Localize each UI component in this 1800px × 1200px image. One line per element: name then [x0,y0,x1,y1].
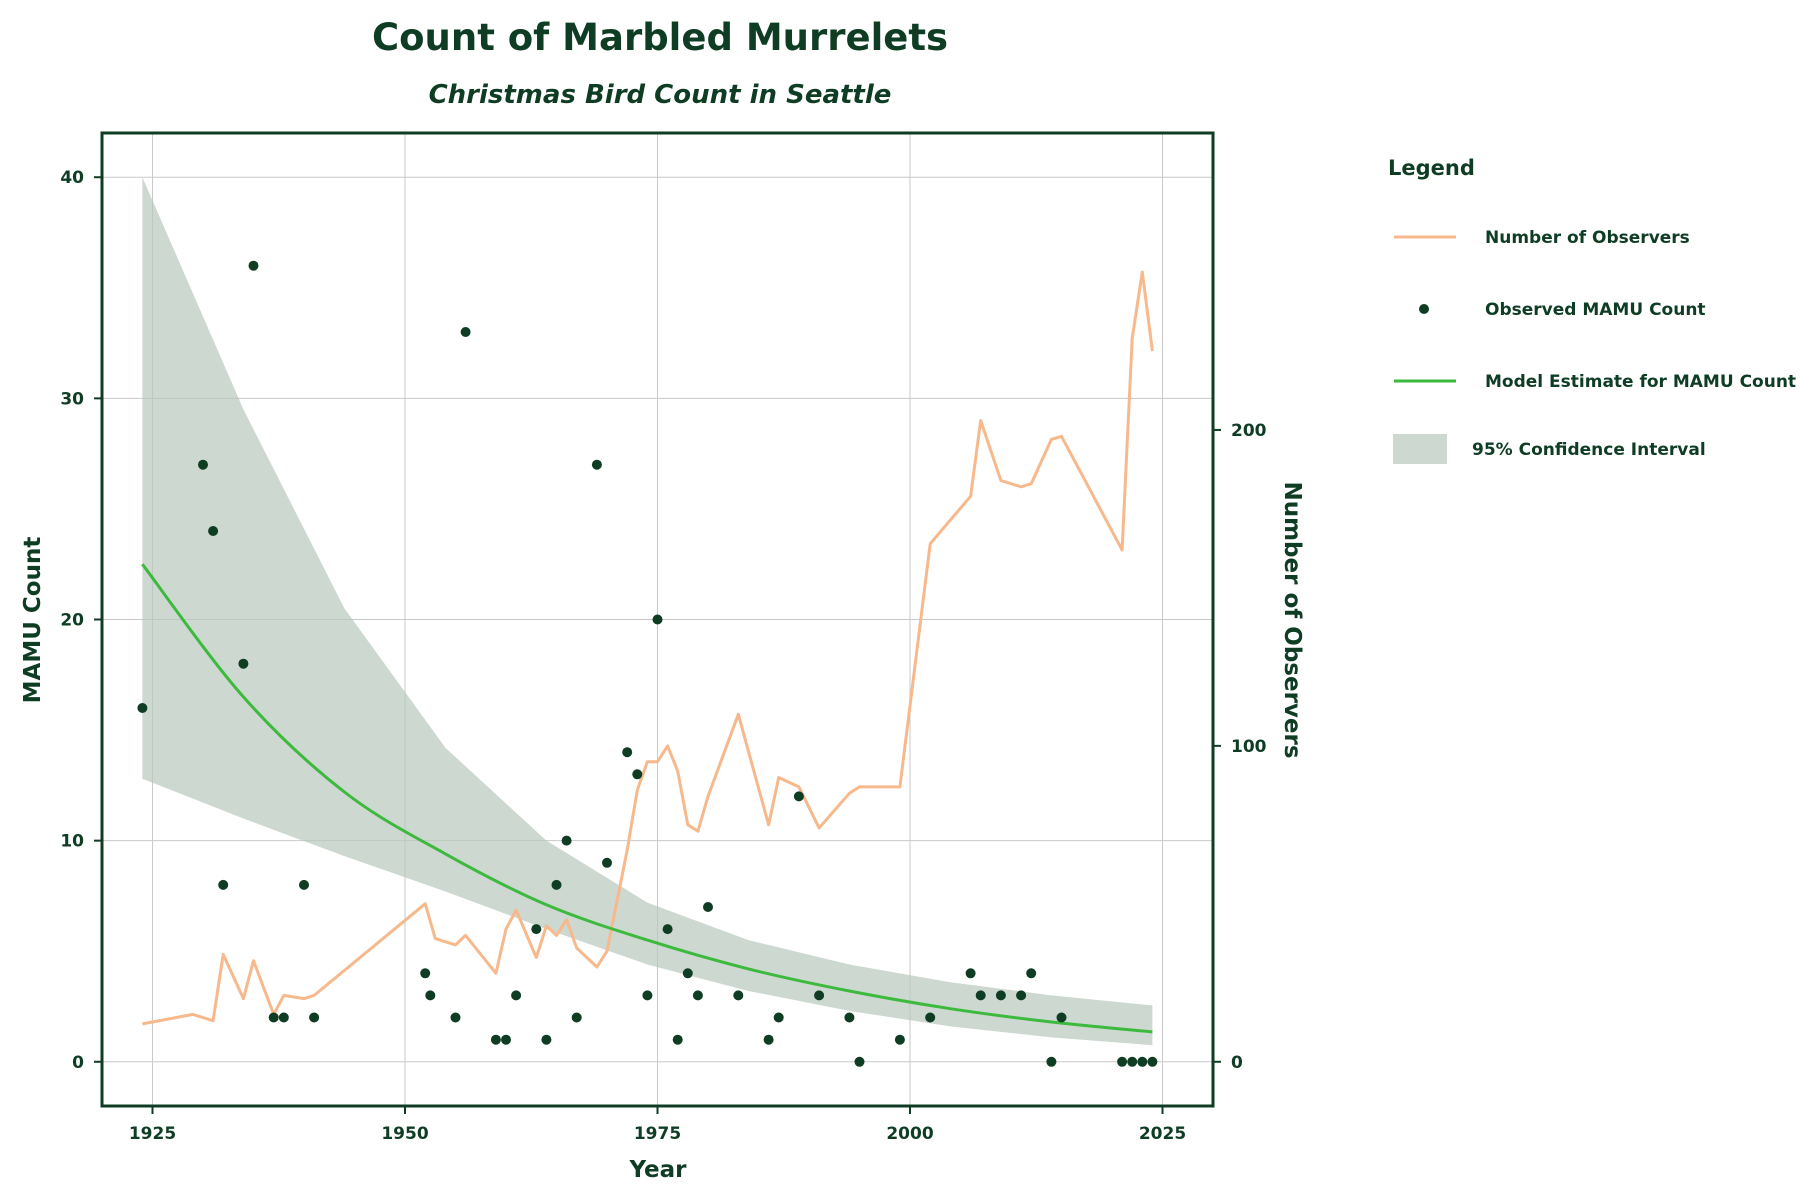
legend-swatch-ci [1393,434,1447,464]
y2-tick-label: 0 [1231,1053,1243,1073]
legend: Legend Number of Observers Observed MAMU… [1388,156,1796,464]
data-point [965,968,976,979]
data-point [925,1012,936,1023]
y-tick-label: 20 [60,611,84,631]
data-point [425,990,436,1001]
y-tick-label: 0 [72,1053,84,1073]
data-point [541,1034,552,1045]
data-point [571,1012,582,1023]
data-point [844,1012,855,1023]
x-axis-ticks: 1925 1950 1975 2000 2025 [129,1106,1186,1144]
data-point [814,990,825,1001]
data-point [309,1012,320,1023]
data-point [1117,1056,1128,1067]
data-point [299,879,309,890]
data-point [238,658,249,669]
x-tick-label: 2025 [1139,1124,1186,1144]
x-tick-label: 1975 [634,1124,681,1144]
y-axis-title: MAMU Count [20,537,46,704]
legend-label-model: Model Estimate for MAMU Count [1485,372,1796,392]
y-tick-label: 40 [60,168,84,188]
confidence-band-layer [142,177,1153,1046]
x-tick-label: 1925 [129,1124,176,1144]
data-point [501,1034,511,1045]
data-point [1056,1012,1067,1023]
y2-tick-label: 100 [1231,737,1267,757]
data-point [793,791,804,802]
confidence-band [142,177,1153,1046]
data-point [632,769,643,780]
data-point [511,990,522,1001]
legend-label-observers: Number of Observers [1485,228,1690,248]
y2-axis-title: Number of Observers [1279,481,1305,758]
data-point [975,990,986,1001]
data-point [773,1012,784,1023]
data-point [198,459,208,470]
data-point [218,879,229,890]
data-point [652,614,663,625]
chart-title: Count of Marbled Murrelets [372,16,948,59]
y2-tick-label: 200 [1231,421,1267,441]
data-point [1016,990,1027,1001]
x-axis-title: Year [628,1157,687,1183]
x-tick-label: 1950 [381,1124,428,1144]
data-point [1046,1056,1057,1067]
model-line-layer [141,563,1153,1034]
observers-line [142,270,1154,1026]
data-point [248,260,259,271]
data-point [268,1012,279,1023]
model-line [141,563,1153,1034]
data-point [995,990,1006,1001]
data-point [894,1034,905,1045]
y-tick-label: 10 [60,832,84,852]
legend-label-ci: 95% Confidence Interval [1472,440,1706,460]
data-point [490,1034,501,1045]
data-point [1127,1056,1138,1067]
data-point [703,902,713,912]
data-point [763,1034,774,1045]
data-point [551,879,562,890]
data-point [682,968,693,979]
data-point [531,924,542,935]
data-point [278,1012,289,1023]
legend-swatch-points [1419,304,1429,314]
y2-axis-ticks: 0 100 200 [1213,421,1267,1073]
chart-subtitle: Christmas Bird Count in Seattle [429,80,892,110]
data-point [208,526,219,536]
data-point [420,968,431,979]
data-point [602,857,612,868]
data-point [450,1012,461,1023]
data-point [591,459,602,470]
data-point [854,1056,865,1067]
data-point [460,327,471,337]
points-layer [137,260,1158,1067]
gridlines [102,133,1213,1106]
data-point [662,924,673,935]
data-point [642,990,653,1001]
data-point [137,703,148,713]
data-point [1137,1056,1148,1067]
legend-label-points: Observed MAMU Count [1485,300,1706,320]
data-point [672,1034,683,1045]
data-point [1026,968,1037,979]
observers-line-layer [142,270,1154,1026]
data-point [1147,1056,1158,1067]
data-point [692,990,703,1001]
data-point [561,835,572,846]
data-point [622,747,633,758]
y-tick-label: 30 [60,389,84,409]
y-axis-ticks: 0 10 20 30 40 [60,168,102,1073]
legend-title: Legend [1388,156,1475,180]
x-tick-label: 2000 [886,1124,933,1144]
data-point [733,990,744,1001]
